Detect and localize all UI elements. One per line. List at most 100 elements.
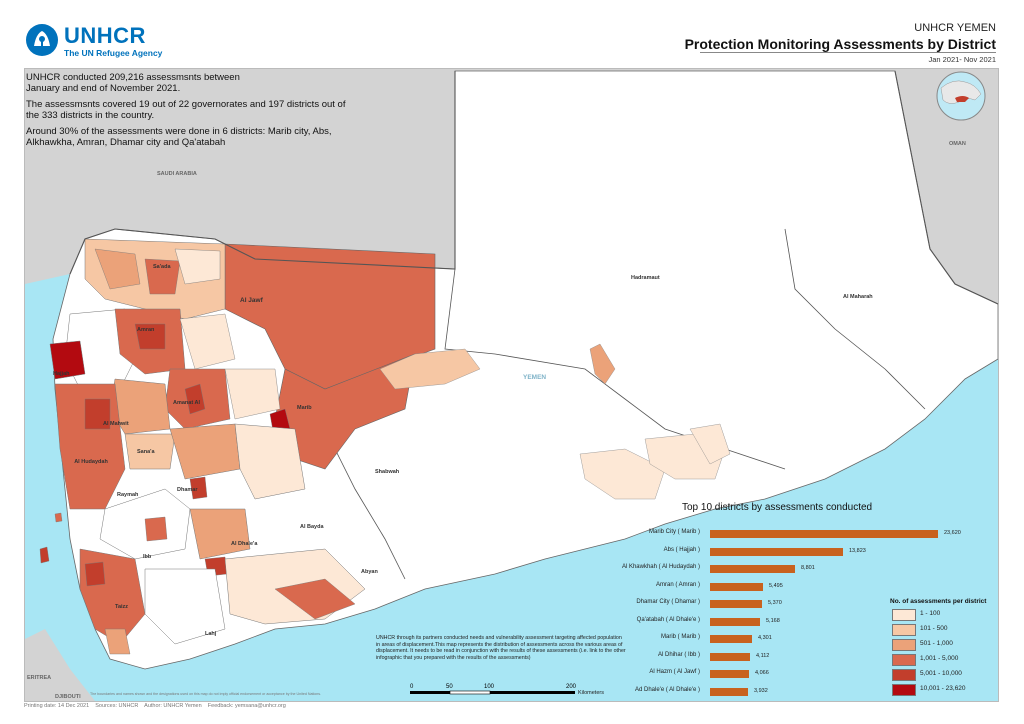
bar-row: Abs ( Hajjah ) 13,823 xyxy=(560,546,980,558)
sanaa-east-district xyxy=(224,368,281,420)
map-legend: No. of assessments per district 1 - 100 1… xyxy=(890,598,1000,699)
bar-value-label: 4,301 xyxy=(758,635,772,641)
logo-name: UNHCR xyxy=(64,23,146,48)
bar-value-label: 13,823 xyxy=(849,547,866,554)
label-amanat: Amanat Al xyxy=(173,400,200,406)
bar xyxy=(710,687,748,696)
bar xyxy=(710,600,762,608)
summary-coverage: The assessmsnts covered 19 out of 22 gov… xyxy=(26,99,346,121)
label-saudi-arabia: SAUDI ARABIA xyxy=(157,171,197,177)
scale-tick-0: 0 xyxy=(410,684,414,690)
label-abyan: Abyan xyxy=(361,569,378,575)
bar-label: Ad Dhale'e ( Al Dhale'e ) xyxy=(635,686,700,693)
amanat-district xyxy=(184,383,206,415)
africa-area xyxy=(25,629,95,701)
legend-item: 501 - 1,000 xyxy=(890,639,1000,651)
label-aldhalea: Al Dhale'a xyxy=(231,541,258,547)
bar-row: Amran ( Amran ) 5,495 xyxy=(560,581,980,593)
bar-value-label: 5,168 xyxy=(766,617,780,624)
label-sadah: Sa'ada xyxy=(153,264,171,270)
abs-district xyxy=(49,340,86,380)
label-eritrea: ERITREA xyxy=(27,675,52,681)
legend-item: 10,001 - 23,620 xyxy=(890,684,1000,696)
legend-swatch xyxy=(892,609,916,621)
bar-value-label: 3,932 xyxy=(754,687,768,694)
hadramaut-district-3 xyxy=(579,448,666,500)
bar-value-label: 23,620 xyxy=(944,530,961,536)
bar-label: Al Khawkhah ( Al Hudaydah ) xyxy=(621,564,700,570)
label-djibouti: DJIBOUTI xyxy=(55,694,81,700)
ibb-district xyxy=(144,516,168,542)
label-almaharah: Al Maharah xyxy=(843,294,873,300)
header: UNHCR The UN Refugee Agency UNHCR YEMEN … xyxy=(0,0,1024,70)
bar-label: Qa'atabah ( Al Dhale'e ) xyxy=(636,616,700,623)
saudi-arabia-area xyxy=(25,69,998,304)
bar-row: Al Khawkhah ( Al Hudaydah ) 8,801 xyxy=(560,563,980,575)
hudaydah-district xyxy=(84,398,111,430)
unhcr-emblem-icon xyxy=(26,24,58,56)
yemen-district-map xyxy=(25,69,998,701)
bar xyxy=(710,565,795,573)
khawkhah-district xyxy=(84,561,106,587)
oman-area xyxy=(895,69,998,304)
label-marib: Marib xyxy=(297,405,312,411)
date-range: Jan 2021- Nov 2021 xyxy=(928,55,996,64)
amran-district xyxy=(134,323,166,350)
footer: Printing date: 14 Dec 2021 Sources: UNHC… xyxy=(24,703,286,709)
label-oman: OMAN xyxy=(949,141,966,147)
footer-printing-date: Printing date: 14 Dec 2021 xyxy=(24,703,90,709)
legend-label: 1,001 - 5,000 xyxy=(920,655,959,662)
bar xyxy=(710,652,750,661)
summary-box: UNHCR conducted 209,216 assessmsnts betw… xyxy=(26,72,346,153)
boundary-maharah xyxy=(784,228,926,410)
bar-row: Qa'atabah ( Al Dhale'e ) 5,168 xyxy=(560,616,980,628)
legend-swatch xyxy=(892,639,916,651)
bar-label: Marib City ( Marib ) xyxy=(648,529,700,535)
legend-swatch xyxy=(892,624,916,636)
globe-locator-icon xyxy=(936,71,986,121)
sadah-district-b xyxy=(144,258,181,295)
bar-label: Amran ( Amran ) xyxy=(655,581,700,588)
bar-label: Abs ( Hajjah ) xyxy=(663,546,700,553)
bar-row: Marib ( Marib ) 4,301 xyxy=(560,633,980,645)
label-hadramaut: Hadramaut xyxy=(631,275,660,281)
hadramaut-district-1 xyxy=(379,348,481,390)
page-title: Protection Monitoring Assessments by Dis… xyxy=(684,36,996,52)
label-lahj: Lahj xyxy=(205,631,217,637)
methodology-note: UNHCR through its partners conducted nee… xyxy=(376,635,626,661)
label-shabwah: Shabwah xyxy=(375,469,400,475)
footer-author: Author: UNHCR Yemen xyxy=(144,703,202,709)
hadramaut-district-5 xyxy=(689,423,731,465)
legend-label: 501 - 1,000 xyxy=(920,640,953,647)
disclaimer: The boundaries and names shown and the d… xyxy=(90,692,322,696)
legend-items: 1 - 100 101 - 500 501 - 1,000 1,001 - 5,000… xyxy=(890,609,1000,696)
scale-tick-200: 200 xyxy=(566,684,577,690)
raymah-area xyxy=(124,433,176,470)
sadah-district-c xyxy=(174,248,221,285)
summary-assessments: UNHCR conducted 209,216 assessmsnts betw… xyxy=(26,72,240,94)
scale-unit: Kilometers xyxy=(578,690,604,696)
scale-seg-1 xyxy=(410,691,450,694)
aden-area xyxy=(104,628,131,655)
legend-label: 10,001 - 23,620 xyxy=(920,685,966,692)
bar xyxy=(710,582,763,591)
label-albayda: Al Bayda xyxy=(300,524,324,530)
legend-item: 101 - 500 xyxy=(890,624,1000,636)
label-aljawf: Al Jawf xyxy=(240,297,263,304)
aldhalea-area xyxy=(189,508,251,560)
ibb-area xyxy=(99,488,191,560)
legend-item: 1 - 100 xyxy=(890,609,1000,621)
dhamar-city-district xyxy=(189,476,208,500)
bar xyxy=(710,617,760,626)
map-frame: SAUDI ARABIA OMAN YEMEN ERITREA DJIBOUTI… xyxy=(24,68,999,702)
label-amran: Amran xyxy=(137,327,155,333)
legend-swatch xyxy=(892,684,916,696)
scale-seg-3 xyxy=(490,691,575,694)
bar-value-label: 5,370 xyxy=(768,600,782,606)
label-taizz: Taizz xyxy=(115,604,129,610)
label-almahwit: Al Mahwit xyxy=(103,421,129,427)
bar-label: Marib ( Marib ) xyxy=(660,634,700,640)
scale-tick-100: 100 xyxy=(484,684,495,690)
abyan-coast-district xyxy=(274,578,356,620)
scale-seg-2 xyxy=(449,690,491,695)
